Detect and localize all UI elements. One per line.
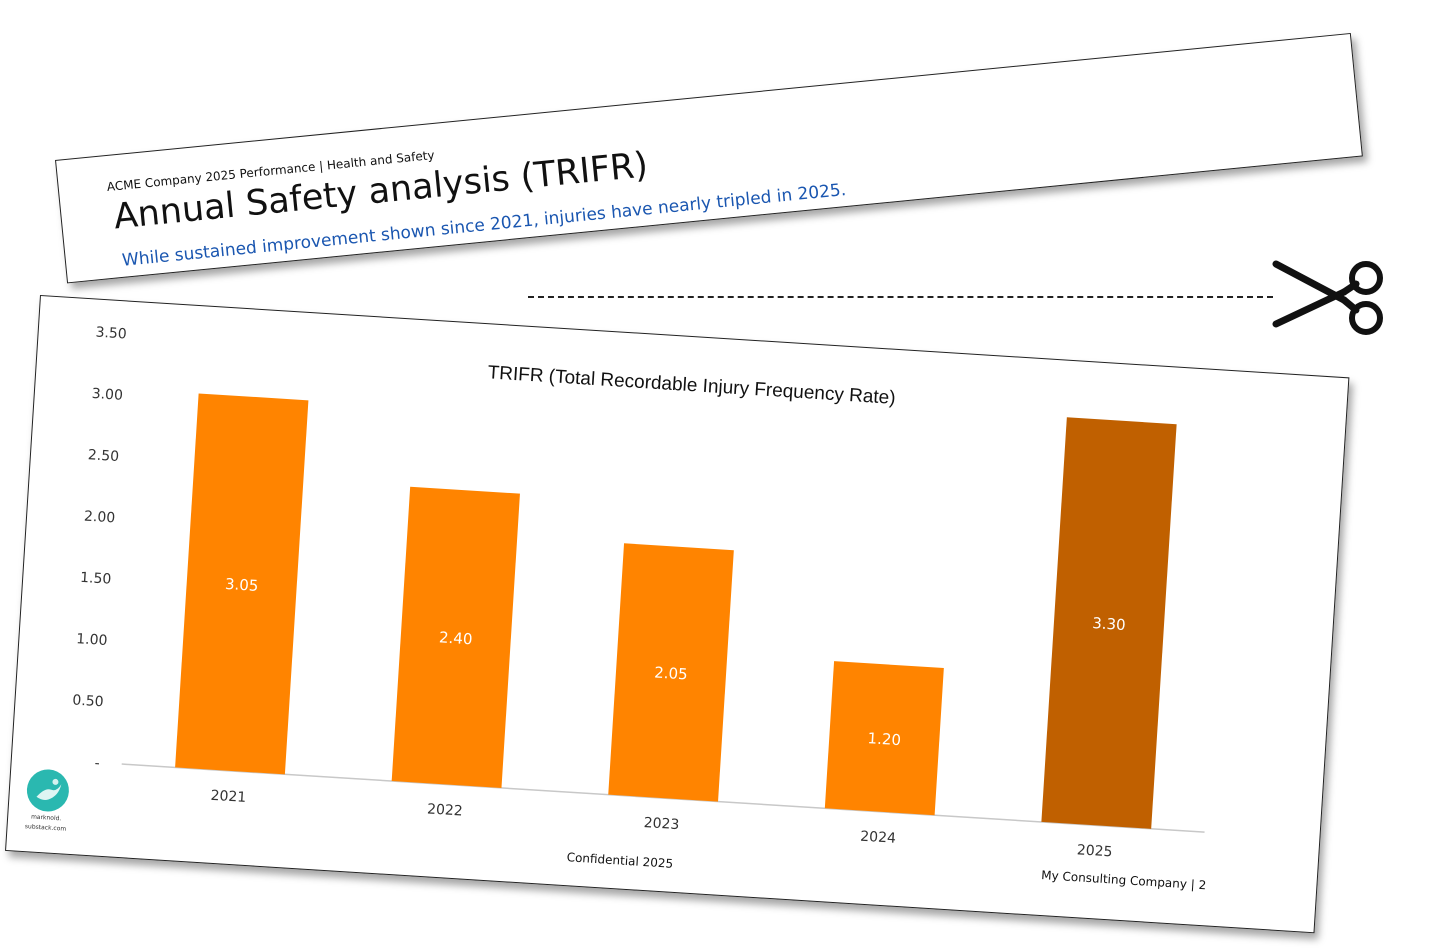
chart-canvas: - 0.50 1.00 1.50 2.00 2.50 3.00 3.50 3.05 2021 2.4…	[72, 325, 1205, 860]
bar-value-label: 2.05	[654, 663, 688, 683]
y-tick-label: 3.00	[91, 386, 123, 404]
x-tick-label: 2023	[643, 815, 680, 833]
water-drop-logo-icon	[25, 768, 71, 813]
y-tick-label: 1.50	[80, 570, 112, 588]
x-tick-label: 2025	[1076, 842, 1113, 860]
y-tick-label: 2.00	[84, 509, 116, 527]
bar	[175, 393, 309, 775]
y-tick-label: 3.50	[95, 325, 127, 343]
chart-slide: TRIFR (Total Recordable Injury Frequency…	[5, 295, 1350, 934]
bar-value-label: 3.05	[224, 575, 258, 595]
bar	[391, 486, 520, 788]
x-tick-label: 2022	[427, 801, 464, 819]
y-tick-label: 1.00	[76, 631, 108, 649]
y-tick-label: 2.50	[87, 447, 119, 465]
x-tick-label: 2024	[860, 829, 897, 847]
header-strip: ACME Company 2025 Performance | Health a…	[55, 32, 1363, 284]
dashed-cut-line	[528, 296, 1273, 298]
scissors-icon	[1272, 258, 1387, 342]
x-axis-line	[121, 763, 1205, 833]
logo-text-1: marknold.	[30, 813, 62, 823]
y-tick-label: -	[94, 755, 100, 771]
bar	[824, 661, 944, 816]
logo: marknold. substack.com	[19, 768, 75, 833]
bar-value-label: 3.30	[1092, 614, 1126, 634]
bar	[1041, 417, 1177, 829]
y-tick-label: 0.50	[72, 692, 104, 710]
bar-value-label: 1.20	[867, 729, 901, 749]
bar-value-label: 2.40	[439, 628, 473, 648]
x-tick-label: 2021	[210, 788, 247, 806]
bar	[608, 543, 734, 802]
